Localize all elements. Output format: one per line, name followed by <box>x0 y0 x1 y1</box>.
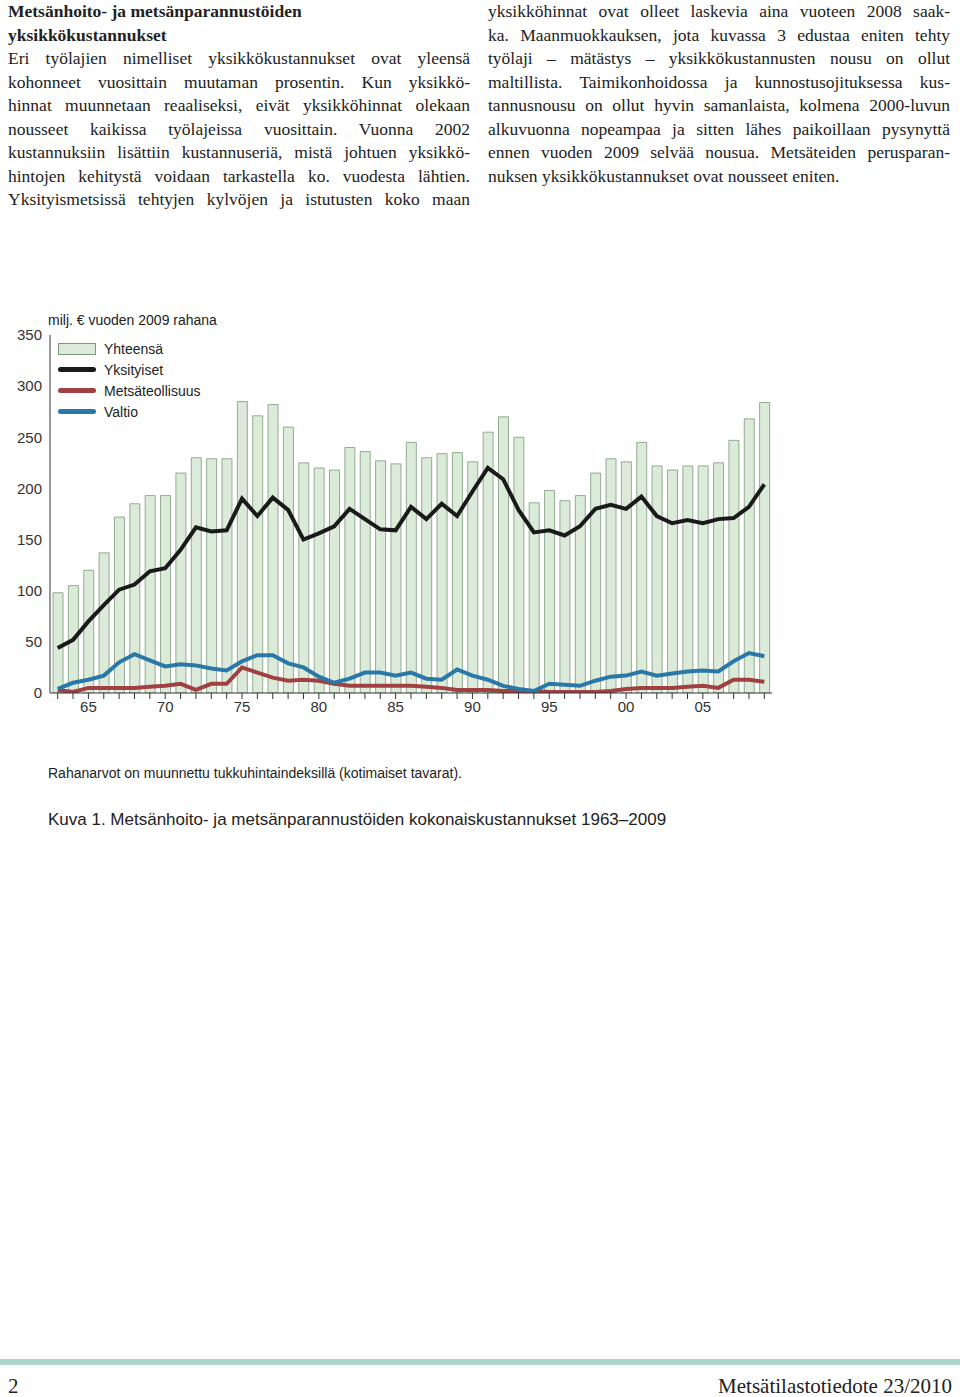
html-text:Yhteensä: Yhteensä <box>104 340 164 357</box>
svg-text:0: 0 <box>34 684 42 701</box>
svg-text:80: 80 <box>310 698 327 715</box>
html-text:maltillista. Taimikonhoidossa: maltillista. Taimikonhoidossa ja kunnost… <box>488 71 950 92</box>
svg-text:90: 90 <box>464 698 481 715</box>
html-text:Rahanarvot on muunnettu tukkuh: Rahanarvot on muunnettu tukkuhintaindeks… <box>48 765 462 781</box>
svg-text:150: 150 <box>17 531 42 548</box>
html-text:hintojen kehitystä voidaan tar: hintojen kehitystä voidaan tarkastella k… <box>8 165 470 186</box>
html-text:nousseet kaikissa työlajeissa: nousseet kaikissa työlajeissa vuosittain… <box>8 118 470 139</box>
svg-text:250: 250 <box>17 429 42 446</box>
svg-text:50: 50 <box>25 633 42 650</box>
html-text:kohonneet vuosittain muutaman: kohonneet vuosittain muutaman prosentin.… <box>8 71 470 92</box>
html-text:alkuvuonna nopeampaa ja sitten: alkuvuonna nopeampaa ja sitten lähes pai… <box>488 118 950 139</box>
svg-text:350: 350 <box>17 326 42 343</box>
html-text:Metsätilastotiedote 23/2010: Metsätilastotiedote 23/2010 <box>718 1374 952 1397</box>
html-text:Metsäteollisuus: Metsäteollisuus <box>104 382 201 399</box>
html-text:yksikkökustannukset: yksikkökustannukset <box>8 24 167 45</box>
html-text:2: 2 <box>8 1374 19 1397</box>
html-text:nuksen yksikkökustannukset ova: nuksen yksikkökustannukset ovat nousseet… <box>488 165 840 186</box>
svg-text:65: 65 <box>80 698 97 715</box>
html-text:Yksityismetsissä tehtyjen kylv: Yksityismetsissä tehtyjen kylvöjen ja is… <box>8 189 470 209</box>
svg-text:75: 75 <box>234 698 251 715</box>
svg-text:200: 200 <box>17 480 42 497</box>
html-text:ka. Maanmuokkauksen, jota kuva: ka. Maanmuokkauksen, jota kuvassa 3 edus… <box>488 24 950 45</box>
svg-text:100: 100 <box>17 582 42 599</box>
html-text:tannusnousu on ollut hyvin sam: tannusnousu on ollut hyvin samanlaista, … <box>488 95 950 115</box>
html-text:Yksityiset: Yksityiset <box>104 361 164 378</box>
svg-text:00: 00 <box>618 698 635 715</box>
html-text:Eri työlajien nimelliset yksik: Eri työlajien nimelliset yksikkökustannu… <box>8 48 470 68</box>
html-text:työlaji – mätästys – yksikköku: työlaji – mätästys – yksikkökustannusten… <box>488 48 950 68</box>
html-text:yksikköhinnat ovat olleet lask: yksikköhinnat ovat olleet laskevia aina … <box>488 1 950 21</box>
svg-text:05: 05 <box>695 698 712 715</box>
html-text:Metsänhoito- ja metsänparannus: Metsänhoito- ja metsänparannustöiden <box>8 1 302 21</box>
html-text:Valtio: Valtio <box>104 403 138 420</box>
svg-text:95: 95 <box>541 698 558 715</box>
html-text:milj. € vuoden 2009 rahana: milj. € vuoden 2009 rahana <box>48 312 217 328</box>
html-text:Kuva 1. Metsänhoito- ja metsän: Kuva 1. Metsänhoito- ja metsänparannustö… <box>48 810 667 829</box>
svg-text:300: 300 <box>17 377 42 394</box>
html-text:kustannuksiin lisättiin kustan: kustannuksiin lisättiin kustannuseriä, m… <box>8 142 470 162</box>
svg-text:85: 85 <box>387 698 404 715</box>
html-text:ennen vuoden 2009 selvää nousu: ennen vuoden 2009 selvää nousua. Metsäte… <box>488 142 950 162</box>
html-text:hinnat muunnetaan reaaliseksi,: hinnat muunnetaan reaaliseksi, eivät yks… <box>8 95 470 115</box>
svg-text:70: 70 <box>157 698 174 715</box>
